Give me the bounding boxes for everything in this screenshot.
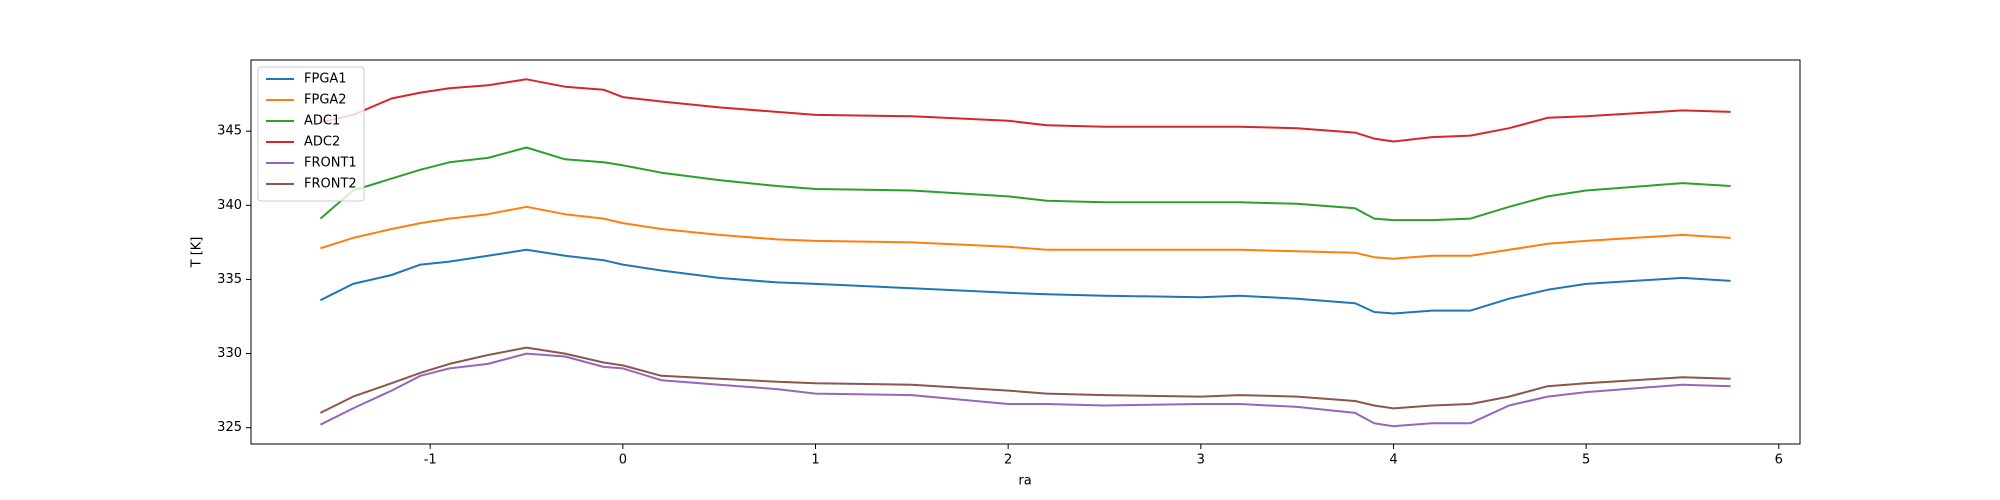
legend-label: FRONT1 <box>304 156 357 171</box>
series-line <box>319 248 1731 315</box>
y-tick-label: 330 <box>217 346 242 361</box>
x-tick-label: -1 <box>424 453 437 468</box>
x-axis-label: ra <box>1018 474 1031 489</box>
x-tick-label: 1 <box>811 453 819 468</box>
plot-frame <box>250 59 1801 445</box>
legend-label: ADC1 <box>304 114 340 129</box>
series-line <box>319 352 1731 428</box>
legend-label: FPGA2 <box>304 93 347 108</box>
series-line <box>319 146 1731 222</box>
x-tick-label: 0 <box>619 453 627 468</box>
x-tick-label: 5 <box>1582 453 1590 468</box>
legend-label: ADC2 <box>304 135 340 150</box>
x-tick-label: 3 <box>1197 453 1205 468</box>
y-axis-label: T [K] <box>190 237 205 269</box>
legend-label: FRONT2 <box>304 177 357 192</box>
series-line <box>320 78 1731 143</box>
legend-label: FPGA1 <box>304 72 347 87</box>
x-tick-label: 6 <box>1775 453 1783 468</box>
y-tick-label: 345 <box>217 124 242 139</box>
series-line <box>319 346 1731 414</box>
x-tick-label: 2 <box>1004 453 1012 468</box>
y-tick-label: 325 <box>217 420 242 435</box>
y-tick-label: 340 <box>217 198 242 213</box>
x-tick-label: 4 <box>1389 453 1397 468</box>
series-line <box>320 205 1731 260</box>
y-tick-label: 335 <box>217 272 242 287</box>
